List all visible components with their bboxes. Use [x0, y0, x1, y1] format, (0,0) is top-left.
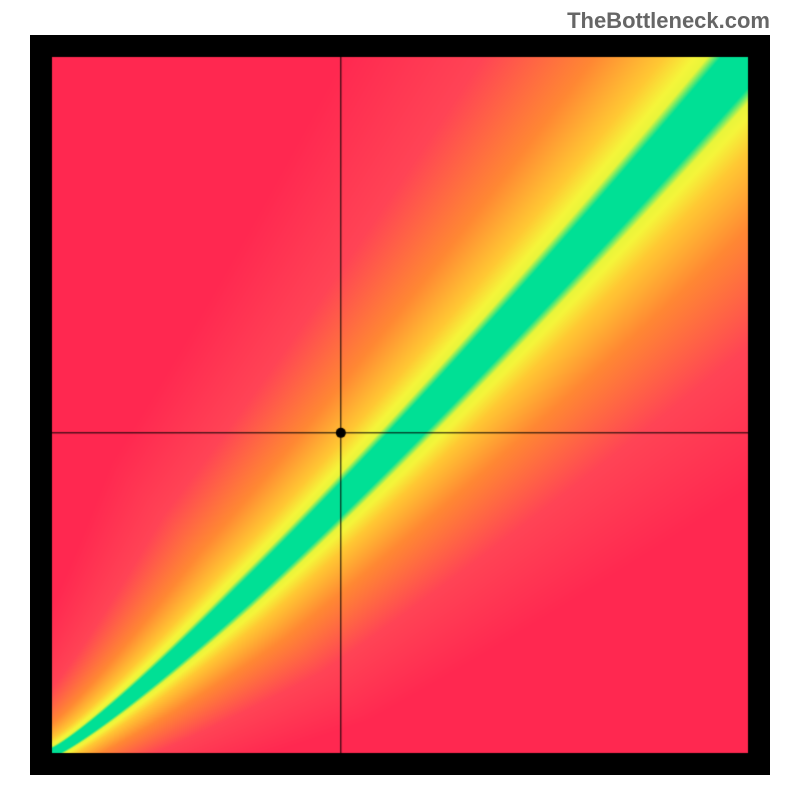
watermark-text: TheBottleneck.com: [567, 8, 770, 34]
heatmap-canvas: [30, 35, 770, 775]
chart-container: TheBottleneck.com: [0, 0, 800, 800]
chart-frame: [30, 35, 770, 775]
